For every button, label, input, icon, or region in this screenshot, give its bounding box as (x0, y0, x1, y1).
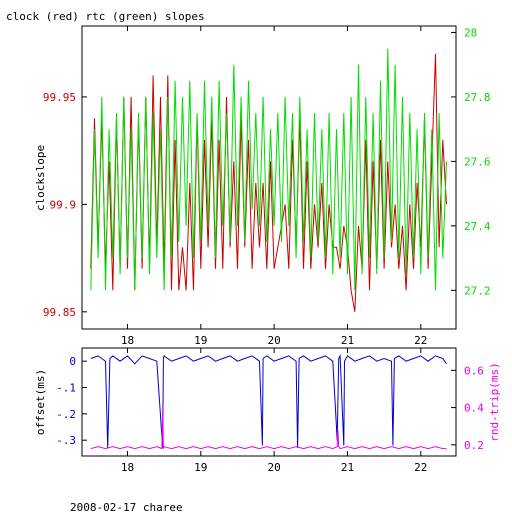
slopes-y-tick-label-left: 99.85 (43, 306, 76, 319)
footer-date: 2008-02-17 charee (70, 501, 183, 512)
offset-plot-frame (81, 347, 457, 457)
slopes-series-group (90, 48, 447, 312)
slopes-y-axis-label: clockslope (34, 145, 47, 211)
offset-x-tick-label: 19 (194, 461, 207, 474)
slopes-series-line-rtc (90, 48, 447, 291)
offset-y-tick-label-left: -.2 (56, 408, 76, 421)
slopes-y-tick-label-right: 27.2 (464, 284, 491, 297)
offset-y-axis-label: offset(ms) (34, 369, 47, 435)
offset-panel: 18 19 20 21 22 0 -.1 -.2 -.3 0.2 0.4 0.6 offset(ms)… (34, 347, 501, 474)
offset-series-line-offset (90, 354, 447, 449)
slopes-y-tick-label-left: 99.95 (43, 91, 76, 104)
rndtrip-y-axis-label: rnd-trip(ms) (488, 362, 501, 441)
offset-y-tick-label-right: 0.6 (464, 364, 484, 377)
slopes-axes: 18 19 20 21 22 99.85 99.9 99.95 27.2 27.4 27.6 27.8… (43, 26, 491, 347)
offset-x-tick-label: 20 (268, 461, 281, 474)
offset-x-tick-label: 21 (341, 461, 354, 474)
slopes-x-tick-label: 22 (414, 334, 427, 347)
offset-y-tick-label-left: -.1 (56, 382, 76, 395)
slopes-y-tick-label-right: 27.8 (464, 91, 491, 104)
offset-x-tick-label: 18 (121, 461, 134, 474)
chart-title: clock (red) rtc (green) slopes (6, 10, 205, 23)
slopes-panel: 18 19 20 21 22 99.85 99.9 99.95 27.2 27.4 27.6 27.8… (34, 25, 491, 347)
slopes-x-tick-label: 19 (194, 334, 207, 347)
slopes-y-tick-label-right: 27.6 (464, 155, 491, 168)
slopes-y-tick-label-left: 99.9 (50, 198, 77, 211)
slopes-y-tick-label-right: 28 (464, 26, 477, 39)
offset-y-tick-label-right: 0.2 (464, 439, 484, 452)
offset-y-tick-label-right: 0.4 (464, 402, 484, 415)
slopes-y-tick-label-right: 27.4 (464, 220, 491, 233)
offset-series-line-rnd-trip (90, 403, 447, 450)
offset-y-tick-label-left: -.3 (56, 434, 76, 447)
offset-x-tick-label: 22 (414, 461, 427, 474)
offset-y-tick-label-left: 0 (69, 355, 76, 368)
slopes-x-tick-label: 20 (268, 334, 281, 347)
slopes-x-tick-label: 18 (121, 334, 134, 347)
offset-axes: 18 19 20 21 22 0 -.1 -.2 -.3 0.2 0.4 0.6 (56, 348, 484, 474)
offset-series-group (90, 354, 447, 450)
slopes-x-tick-label: 21 (341, 334, 354, 347)
slopes-plot-frame (81, 25, 457, 330)
